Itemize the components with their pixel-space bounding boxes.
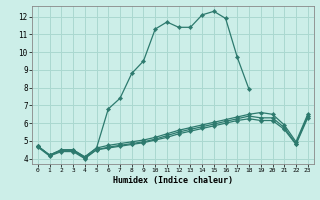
X-axis label: Humidex (Indice chaleur): Humidex (Indice chaleur) <box>113 176 233 185</box>
